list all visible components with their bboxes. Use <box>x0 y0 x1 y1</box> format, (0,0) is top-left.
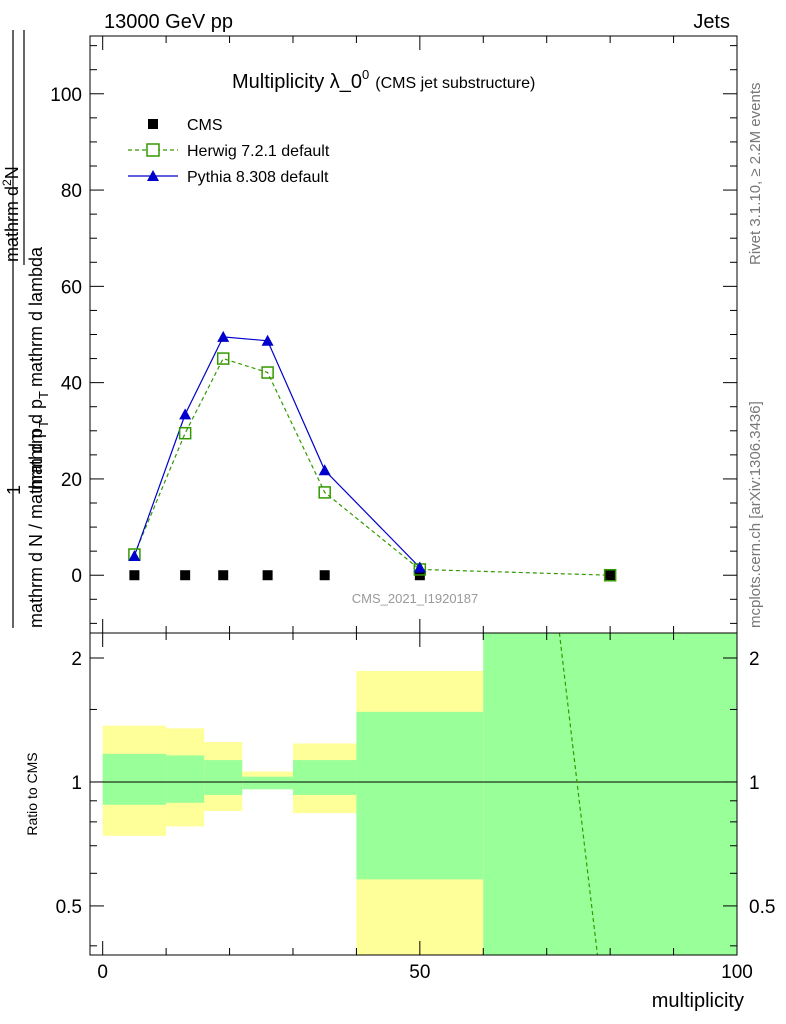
herwig-point <box>261 366 274 379</box>
ratio-tick-label-right: 1 <box>749 773 760 794</box>
ratio-tick-label: 1 <box>71 773 82 794</box>
herwig-point <box>178 426 192 440</box>
ratio-band-inner <box>356 711 484 880</box>
chart-title: Multiplicity λ_00 (CMS jet substructure) <box>232 67 535 93</box>
legend-marker-herwig <box>146 143 160 157</box>
herwig-line <box>133 357 611 576</box>
pythia-point <box>261 334 274 346</box>
herwig-point <box>318 486 331 499</box>
ratio-tick-label: 2 <box>71 649 82 670</box>
main-axes: 0 20 40 60 80 100 <box>50 36 738 633</box>
chart-title-sup: 0 <box>362 67 369 82</box>
cms-point <box>319 570 330 581</box>
main-ylabel-top: 1 <box>4 485 24 495</box>
x-tick-label: 0 <box>97 962 108 983</box>
y-tick-label: 0 <box>71 566 82 587</box>
rivet-label: Rivet 3.1.10, ≥ 2.2M events <box>747 83 764 266</box>
ratio-band-inner <box>166 755 205 803</box>
main-ylabel-upper-num-sup: 2 <box>0 179 14 186</box>
main-ylabel-bottom-sub: T <box>36 420 51 428</box>
y-tick-label: 60 <box>61 277 82 298</box>
x-axis-label: multiplicity <box>652 990 744 1012</box>
cms-point <box>262 570 273 581</box>
legend: CMS Herwig 7.2.1 default Pythia 8.308 de… <box>128 117 330 186</box>
y-tick-label: 100 <box>50 85 82 106</box>
pythia-point <box>318 464 331 476</box>
energy-label: 13000 GeV pp <box>104 11 233 33</box>
main-ylabel-upper-den: mathrm d pTmathrm d lambda <box>26 246 51 490</box>
x-tick-label: 100 <box>721 962 753 983</box>
main-ylabel-upper-den-text: mathrm d p <box>26 399 46 490</box>
analysis-watermark: CMS_2021_I1920187 <box>352 591 479 606</box>
herwig-point <box>603 568 617 582</box>
main-ylabel-bottom: mathrm d N / mathrm d pT <box>26 420 51 628</box>
ratio-tick-label: 0.5 <box>56 897 82 918</box>
pythia-point <box>413 561 426 573</box>
cms-point <box>605 570 616 581</box>
legend-label-cms: CMS <box>187 117 223 134</box>
ratio-band-inner <box>242 776 293 790</box>
legend-label-pythia: Pythia 8.308 default <box>187 169 329 186</box>
chart-title-main: Multiplicity λ_0 <box>232 71 362 93</box>
cms-point <box>180 570 191 581</box>
y-tick-label: 80 <box>61 181 82 202</box>
pythia-point <box>128 549 141 561</box>
legend-marker-pythia <box>147 170 159 181</box>
main-ylabel-upper-num-text: mathrm d <box>2 186 22 262</box>
chart-title-extra: (CMS jet substructure) <box>375 75 535 92</box>
cms-point <box>218 570 229 581</box>
ratio-axes: 0 50 100 0.5 0.5 1 1 2 2 <box>56 633 775 983</box>
ratio-plot-frame <box>89 632 738 956</box>
main-ylabel-upper-num-end: N <box>2 166 22 179</box>
y-tick-label: 20 <box>61 470 82 491</box>
main-ylabel: 1 mathrm d N / mathrm d pT mathrm d2N ma… <box>0 30 51 628</box>
main-ylabel-bottom-text: mathrm d N / mathrm d p <box>26 428 46 628</box>
category-label: Jets <box>693 11 730 33</box>
ratio-band-inner <box>204 760 243 795</box>
ratio-band-inner <box>483 633 737 955</box>
x-tick-label: 50 <box>409 962 430 983</box>
y-tick-label: 40 <box>61 374 82 395</box>
ratio-tick-label-right: 2 <box>749 649 760 670</box>
main-ylabel-upper-num: mathrm d2N <box>0 166 22 262</box>
ratio-herwig-line <box>558 632 599 956</box>
legend-label-herwig: Herwig 7.2.1 default <box>187 143 330 160</box>
herwig-point <box>216 352 230 365</box>
ratio-ylabel: Ratio to CMS <box>24 752 40 835</box>
ratio-band-inner <box>102 753 167 805</box>
main-ylabel-upper-den-sub: T <box>36 391 51 399</box>
pythia-point <box>179 408 192 420</box>
legend-marker-cms <box>148 119 158 129</box>
ratio-bands <box>90 632 737 956</box>
pythia-point <box>217 330 230 342</box>
mcplots-label: mcplots.cern.ch [arXiv:1306.3436] <box>747 401 764 628</box>
main-ylabel-upper-den-end: mathrm d lambda <box>26 246 46 387</box>
ratio-tick-label-right: 0.5 <box>749 897 775 918</box>
cms-point <box>129 570 140 581</box>
main-data <box>128 330 617 582</box>
pythia-line <box>133 336 421 568</box>
ratio-band-inner <box>292 760 357 795</box>
